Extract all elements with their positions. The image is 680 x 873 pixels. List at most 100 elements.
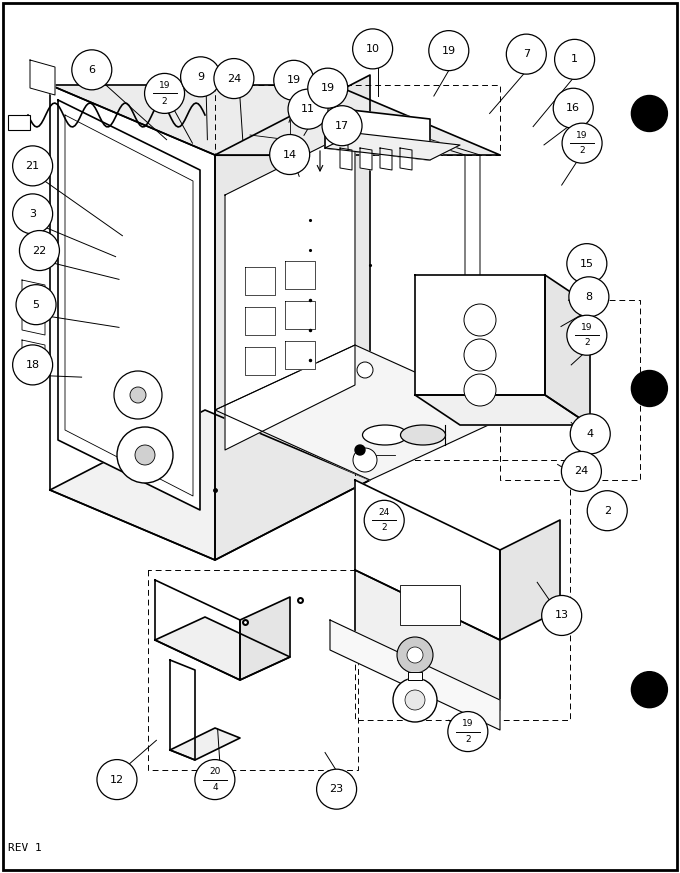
Circle shape <box>632 370 667 407</box>
Text: 2: 2 <box>162 97 167 106</box>
Polygon shape <box>225 130 355 450</box>
Text: 19: 19 <box>287 75 301 86</box>
Circle shape <box>135 445 155 465</box>
Circle shape <box>353 29 392 69</box>
Circle shape <box>407 647 423 663</box>
Polygon shape <box>245 347 275 375</box>
Circle shape <box>195 760 235 800</box>
Text: 23: 23 <box>330 784 343 794</box>
Circle shape <box>355 445 365 455</box>
Text: 12: 12 <box>110 774 124 785</box>
Circle shape <box>507 34 546 74</box>
Text: 14: 14 <box>283 149 296 160</box>
FancyBboxPatch shape <box>400 585 460 625</box>
Text: 21: 21 <box>26 161 39 171</box>
Text: 4: 4 <box>587 429 594 439</box>
Circle shape <box>13 345 52 385</box>
Text: 4: 4 <box>212 783 218 792</box>
Polygon shape <box>500 520 560 640</box>
Polygon shape <box>215 75 370 560</box>
Ellipse shape <box>362 425 407 445</box>
Circle shape <box>288 89 328 129</box>
Circle shape <box>405 690 425 710</box>
FancyBboxPatch shape <box>8 115 30 130</box>
Text: 2: 2 <box>465 735 471 744</box>
Circle shape <box>353 448 377 472</box>
Circle shape <box>214 58 254 99</box>
Text: 24: 24 <box>379 508 390 517</box>
Circle shape <box>145 73 184 113</box>
Polygon shape <box>170 660 195 760</box>
Polygon shape <box>325 133 460 160</box>
Polygon shape <box>155 580 240 680</box>
Polygon shape <box>285 301 315 329</box>
Circle shape <box>555 39 594 79</box>
Circle shape <box>274 60 313 100</box>
Polygon shape <box>170 728 240 760</box>
Text: 2: 2 <box>381 524 387 533</box>
Polygon shape <box>240 597 290 680</box>
Polygon shape <box>360 148 372 170</box>
Polygon shape <box>22 310 45 335</box>
Text: 2: 2 <box>604 505 611 516</box>
Text: 17: 17 <box>335 120 349 131</box>
Circle shape <box>397 637 433 673</box>
Circle shape <box>130 387 146 403</box>
Polygon shape <box>245 267 275 295</box>
Polygon shape <box>415 275 545 395</box>
Circle shape <box>393 678 437 722</box>
Circle shape <box>13 194 52 234</box>
Text: 24: 24 <box>227 73 241 84</box>
Text: 18: 18 <box>26 360 39 370</box>
Circle shape <box>429 31 469 71</box>
Polygon shape <box>285 261 315 289</box>
Circle shape <box>567 315 607 355</box>
Polygon shape <box>400 148 412 170</box>
Polygon shape <box>245 307 275 335</box>
Circle shape <box>20 230 59 271</box>
Circle shape <box>270 134 309 175</box>
Polygon shape <box>155 617 290 680</box>
Text: 9: 9 <box>197 72 204 82</box>
Text: 2: 2 <box>584 339 590 347</box>
Text: REV 1: REV 1 <box>8 843 41 853</box>
Circle shape <box>464 304 496 336</box>
Polygon shape <box>215 345 510 480</box>
Circle shape <box>72 50 112 90</box>
Circle shape <box>308 68 347 108</box>
Polygon shape <box>285 341 315 369</box>
Text: 16: 16 <box>566 103 580 113</box>
Text: 19: 19 <box>462 719 473 728</box>
Text: 3: 3 <box>29 209 36 219</box>
Polygon shape <box>50 85 215 560</box>
Circle shape <box>114 371 162 419</box>
Polygon shape <box>30 60 55 95</box>
Text: 6: 6 <box>88 65 95 75</box>
Circle shape <box>562 451 601 491</box>
Polygon shape <box>50 85 500 155</box>
Text: 7: 7 <box>523 49 530 59</box>
Text: 19: 19 <box>581 323 592 332</box>
Polygon shape <box>340 148 352 170</box>
Circle shape <box>317 769 356 809</box>
Circle shape <box>117 427 173 483</box>
Circle shape <box>632 671 667 708</box>
Polygon shape <box>330 620 500 730</box>
Polygon shape <box>355 480 500 640</box>
Circle shape <box>364 500 404 540</box>
Circle shape <box>569 277 609 317</box>
Circle shape <box>464 339 496 371</box>
Circle shape <box>13 146 52 186</box>
Circle shape <box>632 95 667 132</box>
Circle shape <box>464 374 496 406</box>
Circle shape <box>16 285 56 325</box>
Text: 24: 24 <box>575 466 588 477</box>
Circle shape <box>542 595 581 636</box>
Circle shape <box>571 414 610 454</box>
Text: 13: 13 <box>555 610 568 621</box>
Text: 22: 22 <box>33 245 46 256</box>
Polygon shape <box>325 107 430 160</box>
Text: 8: 8 <box>585 292 592 302</box>
Circle shape <box>588 491 627 531</box>
Circle shape <box>554 88 593 128</box>
